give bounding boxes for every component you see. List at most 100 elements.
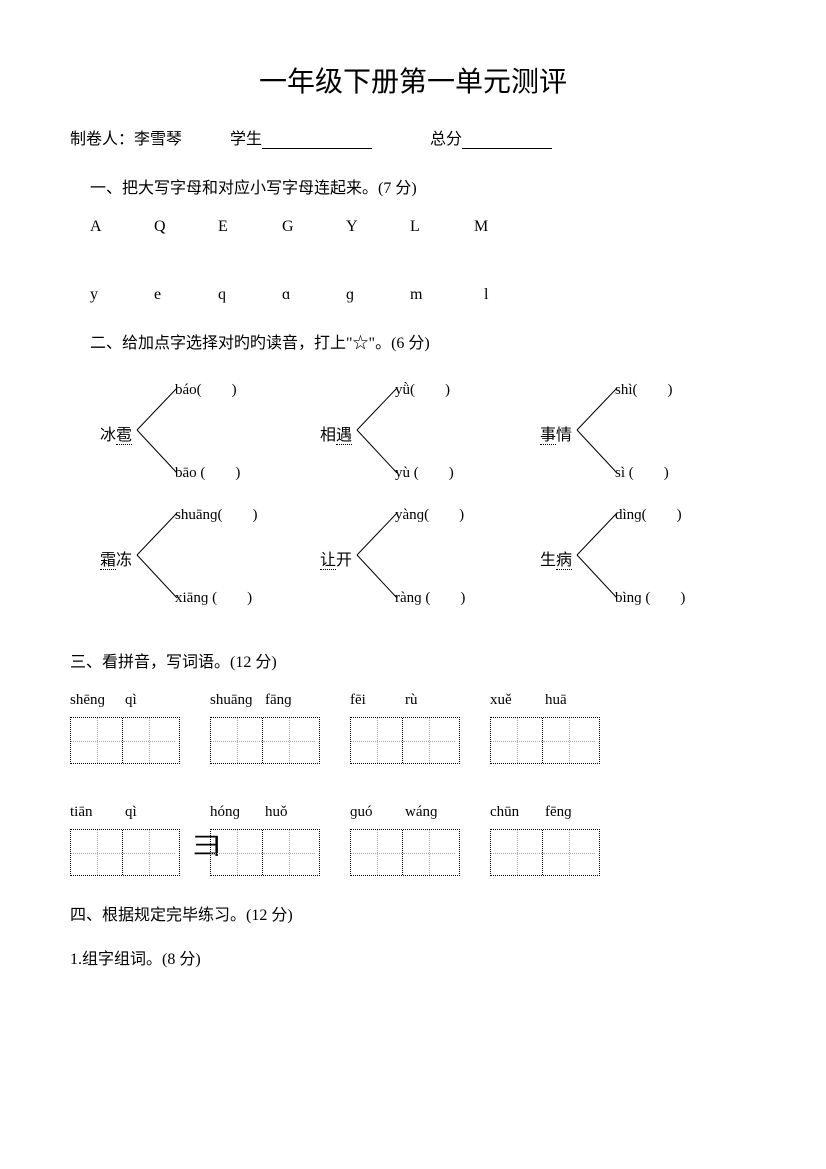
question-3: 三、看拼音，写词语。(12 分) shēnɡqìshuānɡfānɡfēirùx… — [70, 648, 756, 876]
letter: Y — [346, 218, 406, 236]
score-label: 总分 — [430, 125, 462, 149]
pinyin-labels: shēnɡqì — [70, 692, 180, 709]
question-1: 一、把大写字母和对应小写字母连起来。(7 分) A Q E G Y L M y … — [70, 174, 756, 304]
student-label: 学生 — [230, 125, 262, 149]
letter: l — [484, 286, 544, 304]
choice-top: shuānɡ( ) — [175, 503, 258, 524]
write-cell — [211, 830, 263, 875]
q4-heading: 四、根据规定完毕练习。(12 分) — [70, 901, 756, 925]
letter: ɡ — [346, 286, 406, 304]
letter: Q — [154, 218, 214, 236]
choice-top: báo( ) — [175, 378, 237, 399]
write-box — [350, 829, 460, 876]
q3-row1: shēnɡqì shuānɡfānɡ fēirù xuěhuā — [70, 692, 756, 764]
choice-bottom: bìnɡ ( ) — [615, 586, 685, 607]
pinyin-syllable: fānɡ — [265, 692, 320, 709]
author-label: 制卷人：李雪琴 — [70, 125, 182, 149]
pinyin-syllable: qì — [125, 804, 180, 821]
write-cell — [491, 830, 543, 875]
q2-group: 冰雹 báo( ) bāo ( ) 相遇yǜ( )yù ( ) 事情 shì( ) sì (… — [90, 373, 756, 623]
pinyin-labels: hónɡhuǒ — [210, 804, 320, 821]
pinyin-write-item: tiānqì — [70, 804, 180, 876]
pinyin-write-item: xuěhuā — [490, 692, 600, 764]
letter: G — [282, 218, 342, 236]
pinyin-choice-item: 相遇yǜ( )yù ( ) — [310, 373, 530, 493]
write-cell — [263, 718, 315, 763]
choice-bottom: sì ( ) — [615, 461, 669, 482]
write-cell — [123, 718, 175, 763]
choice-bottom: xiānɡ ( ) — [175, 586, 252, 607]
letter: q — [218, 286, 278, 304]
choice-bottom: bāo ( ) — [175, 461, 240, 482]
pinyin-syllable: tiān — [70, 804, 125, 821]
pinyin-labels: tiānqì — [70, 804, 180, 821]
pinyin-write-item: fēirù — [350, 692, 460, 764]
pinyin-syllable: rù — [405, 692, 460, 709]
pinyin-write-item: shuānɡfānɡ — [210, 692, 320, 764]
write-box — [350, 717, 460, 764]
student-blank — [262, 131, 372, 149]
pinyin-syllable: huǒ — [265, 804, 320, 821]
choice-word: 事情 — [540, 421, 572, 445]
letter: ɑ — [282, 286, 342, 304]
choice-bottom: rànɡ ( ) — [395, 586, 465, 607]
pinyin-syllable: shēnɡ — [70, 692, 125, 709]
write-cell — [71, 830, 123, 875]
pinyin-labels: fēirù — [350, 692, 460, 709]
pinyin-syllable: huā — [545, 692, 600, 709]
pinyin-write-item: chūnfēnɡ — [490, 804, 600, 876]
pinyin-labels: shuānɡfānɡ — [210, 692, 320, 709]
pinyin-syllable: fēi — [350, 692, 405, 709]
choice-top: dìnɡ( ) — [615, 503, 682, 524]
score-blank — [462, 131, 552, 149]
pinyin-syllable: shuānɡ — [210, 692, 265, 709]
write-cell — [403, 718, 455, 763]
write-box — [70, 829, 180, 876]
choice-word: 霜冻 — [100, 546, 132, 570]
letter: E — [218, 218, 278, 236]
letter: L — [410, 218, 470, 236]
letter: M — [474, 218, 534, 236]
write-box — [70, 717, 180, 764]
pinyin-syllable: qì — [125, 692, 180, 709]
write-cell — [351, 830, 403, 875]
pinyin-syllable: fēnɡ — [545, 804, 600, 821]
pinyin-choice-item: 事情 shì( ) sì ( ) — [530, 373, 750, 493]
write-cell — [211, 718, 263, 763]
pinyin-labels: ɡuówánɡ — [350, 804, 460, 821]
letter: m — [410, 286, 480, 304]
pinyin-write-item: hónɡhuǒ — [210, 804, 320, 876]
choice-word: 冰雹 — [100, 421, 132, 445]
pinyin-labels: xuěhuā — [490, 692, 600, 709]
write-cell — [123, 830, 175, 875]
letter: A — [90, 218, 150, 236]
q3-row2: 彐 tiānqìhónɡhuǒɡuówánɡchūnfēnɡ — [70, 804, 756, 876]
q4-sub1: 1.组字组词。(8 分) — [70, 945, 756, 969]
q3-heading: 三、看拼音，写词语。(12 分) — [70, 648, 756, 672]
question-2: 二、给加点字选择对旳旳读音，打上"☆"。(6 分) 冰雹 báo( ) bāo ( … — [70, 329, 756, 623]
write-box — [490, 829, 600, 876]
info-line: 制卷人：李雪琴 学生 总分 — [70, 125, 756, 149]
write-cell — [71, 718, 123, 763]
pinyin-choice-item: 霜冻 shuānɡ( ) xiānɡ ( ) — [90, 498, 310, 618]
pinyin-write-item: ɡuówánɡ — [350, 804, 460, 876]
q2-heading: 二、给加点字选择对旳旳读音，打上"☆"。(6 分) — [90, 329, 756, 353]
pinyin-syllable: hónɡ — [210, 804, 265, 821]
pinyin-choice-item: 生病 dìnɡ( ) bìnɡ ( ) — [530, 498, 750, 618]
q1-lowercase-row: y e q ɑ ɡ m l — [90, 286, 756, 304]
write-cell — [543, 830, 595, 875]
write-cell — [491, 718, 543, 763]
write-box — [210, 717, 320, 764]
pinyin-labels: chūnfēnɡ — [490, 804, 600, 821]
choice-word: 相遇 — [320, 421, 352, 445]
choice-word: 生病 — [540, 546, 572, 570]
write-cell — [543, 718, 595, 763]
choice-top: shì( ) — [615, 378, 673, 399]
pinyin-choice-item: 冰雹 báo( ) bāo ( ) — [90, 373, 310, 493]
q1-heading: 一、把大写字母和对应小写字母连起来。(7 分) — [90, 174, 756, 198]
write-box — [210, 829, 320, 876]
write-cell — [351, 718, 403, 763]
pinyin-syllable: ɡuó — [350, 804, 405, 821]
pinyin-write-item: shēnɡqì — [70, 692, 180, 764]
letter: e — [154, 286, 214, 304]
